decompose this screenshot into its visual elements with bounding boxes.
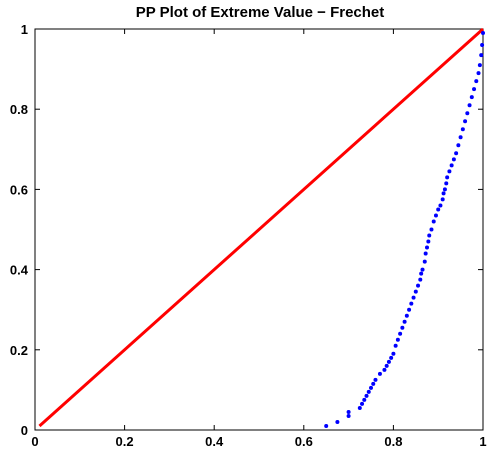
series-layer <box>38 27 485 428</box>
axis-tick-labels: 0 0.2 0.4 0.6 0.8 1 0 0.2 0.4 0.6 0.8 1 <box>10 22 487 449</box>
data-point <box>393 343 398 348</box>
data-point <box>463 119 468 124</box>
y-tick-label: 0.4 <box>10 263 29 278</box>
data-point <box>426 239 431 244</box>
data-point <box>335 419 340 424</box>
data-point <box>460 127 465 132</box>
data-point <box>476 71 481 76</box>
data-point <box>423 251 428 256</box>
data-point <box>413 289 418 294</box>
data-point <box>416 283 421 288</box>
data-point <box>360 401 365 406</box>
x-tick-label: 0.8 <box>384 434 402 449</box>
data-point <box>362 397 367 402</box>
reference-line <box>38 27 485 428</box>
data-point <box>386 359 391 364</box>
data-point <box>442 187 447 192</box>
data-point <box>366 389 371 394</box>
x-tick-label: 1 <box>479 434 486 449</box>
data-point <box>324 423 329 428</box>
data-point <box>451 157 456 162</box>
data-point <box>382 367 387 372</box>
data-point <box>346 409 351 414</box>
data-point <box>400 325 405 330</box>
data-point <box>454 151 459 156</box>
data-point <box>449 163 454 168</box>
y-tick-label: 0.6 <box>10 182 28 197</box>
data-point <box>431 219 436 224</box>
data-point <box>418 277 423 282</box>
data-point <box>357 405 362 410</box>
data-point <box>440 197 445 202</box>
data-point <box>469 95 474 100</box>
data-point <box>433 213 438 218</box>
data-point <box>411 295 416 300</box>
data-point <box>425 245 429 250</box>
data-point <box>409 301 414 306</box>
data-point <box>371 381 376 386</box>
data-point <box>422 259 427 264</box>
data-point <box>395 337 400 342</box>
data-point <box>346 413 351 418</box>
y-tick-label: 0.8 <box>10 102 28 117</box>
data-point <box>377 371 382 376</box>
y-tick-label: 1 <box>21 22 28 37</box>
data-point <box>479 53 484 58</box>
data-point <box>477 63 482 68</box>
chart-title: PP Plot of Extreme Value − Frechet <box>136 4 385 21</box>
data-point <box>369 385 373 390</box>
data-point <box>373 377 378 382</box>
data-point <box>391 351 396 356</box>
data-point <box>436 207 441 212</box>
data-point <box>364 393 369 398</box>
data-point <box>474 79 479 84</box>
y-tick-label: 0 <box>21 423 28 438</box>
data-point <box>398 331 403 336</box>
data-point <box>427 233 432 238</box>
data-point <box>481 31 485 36</box>
data-point <box>456 143 461 148</box>
data-point <box>389 355 394 360</box>
data-point <box>472 87 477 92</box>
data-point <box>444 181 449 186</box>
x-tick-label: 0 <box>31 434 38 449</box>
y-tick-label: 0.2 <box>10 343 28 358</box>
x-tick-label: 0.2 <box>116 434 134 449</box>
data-point <box>384 363 389 368</box>
data-point <box>402 319 407 324</box>
axis-ticks <box>34 28 484 431</box>
data-point <box>480 43 485 48</box>
x-tick-label: 0.4 <box>205 434 224 449</box>
data-point <box>445 175 450 180</box>
data-point <box>467 103 472 108</box>
data-point <box>458 135 463 140</box>
data-point <box>441 191 446 196</box>
data-point <box>447 169 452 174</box>
data-point <box>438 203 443 208</box>
x-tick-label: 0.6 <box>295 434 313 449</box>
data-point <box>404 313 409 318</box>
data-point <box>465 111 470 116</box>
data-point <box>407 307 412 312</box>
data-point <box>419 271 424 276</box>
data-point <box>420 267 425 272</box>
data-point <box>429 227 434 232</box>
